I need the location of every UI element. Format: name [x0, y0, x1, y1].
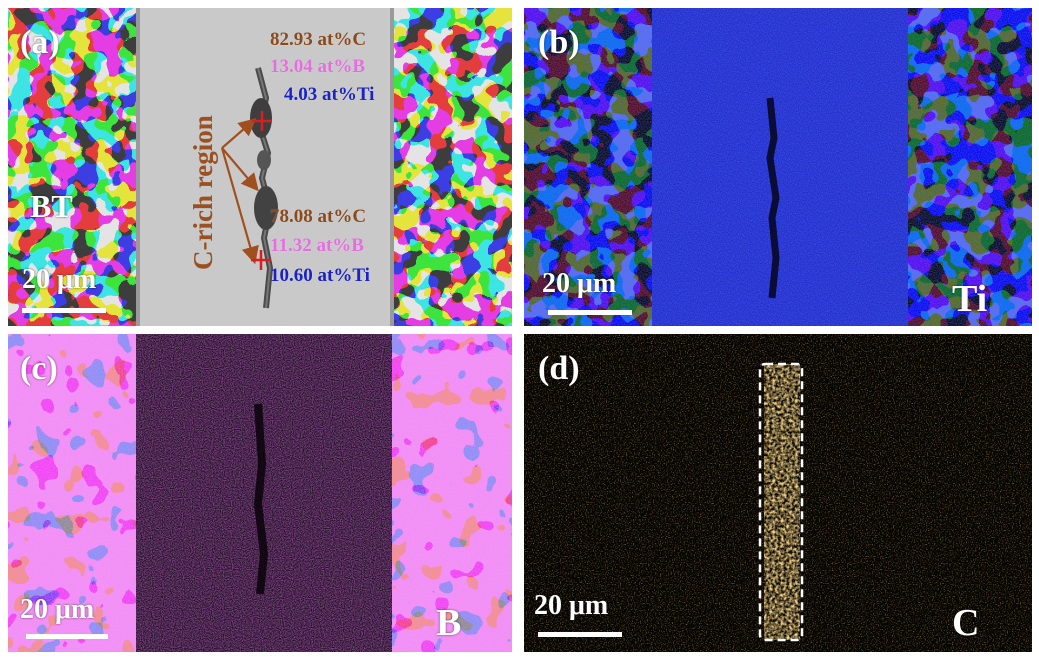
scale-bar-label-b: 20 μm: [542, 268, 617, 299]
scale-bar-d: [538, 632, 622, 637]
panel-c-b-map: (c) 20 μm B: [8, 334, 512, 652]
point2-boron: 11.32 at%B: [270, 235, 364, 256]
panel-label-d: (d): [538, 350, 580, 387]
point1-titanium: 4.03 at%Ti: [284, 84, 375, 105]
element-label-ti: Ti: [952, 278, 988, 320]
c-element-map: [524, 334, 1032, 652]
highlight-box: [758, 362, 804, 642]
scale-bar-a: [22, 308, 106, 313]
point1-carbon: 82.93 at%C: [270, 29, 367, 50]
phase-label-bt: BT: [30, 188, 73, 224]
scale-bar-c: [26, 634, 108, 639]
panel-b-ti-map: (b) 20 μm Ti: [524, 8, 1032, 326]
scale-bar-label-c: 20 μm: [20, 594, 95, 625]
point2-titanium: 10.60 at%Ti: [270, 265, 370, 286]
panel-a-sem-image: (a) BT 20 μm C-rich region 82.93 at%C 13…: [8, 8, 512, 326]
scale-bar-label-a: 20 μm: [22, 264, 97, 295]
ti-element-map: [524, 8, 1032, 326]
sem-micrograph: [8, 8, 512, 326]
element-label-b: B: [436, 602, 462, 644]
point1-boron: 13.04 at%B: [270, 56, 365, 77]
point2-carbon: 78.08 at%C: [270, 206, 367, 227]
c-rich-region-label: C-rich region: [188, 115, 218, 270]
panel-label-c: (c): [20, 350, 58, 387]
panel-label-a: (a): [20, 24, 60, 61]
panel-label-b: (b): [538, 24, 580, 61]
scale-bar-label-d: 20 μm: [534, 590, 609, 621]
b-element-map: [8, 334, 512, 652]
panel-d-c-map: (d) 20 μm C: [524, 334, 1032, 652]
scale-bar-b: [548, 310, 632, 315]
element-label-c: C: [952, 602, 980, 644]
